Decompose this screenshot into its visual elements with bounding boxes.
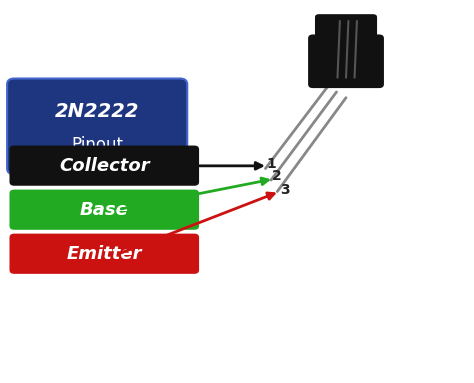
Text: 1: 1: [266, 157, 276, 171]
Text: Base: Base: [80, 201, 129, 219]
FancyBboxPatch shape: [308, 34, 384, 88]
FancyBboxPatch shape: [9, 146, 199, 186]
Text: Pinout: Pinout: [71, 136, 123, 154]
Text: 2: 2: [272, 169, 282, 183]
FancyBboxPatch shape: [9, 190, 199, 230]
FancyBboxPatch shape: [9, 234, 199, 274]
Text: 2N2222: 2N2222: [55, 102, 139, 121]
Text: Collector: Collector: [59, 157, 150, 175]
FancyBboxPatch shape: [7, 79, 187, 174]
Text: 3: 3: [280, 183, 289, 196]
FancyBboxPatch shape: [315, 14, 377, 47]
Text: Emitter: Emitter: [66, 245, 142, 263]
